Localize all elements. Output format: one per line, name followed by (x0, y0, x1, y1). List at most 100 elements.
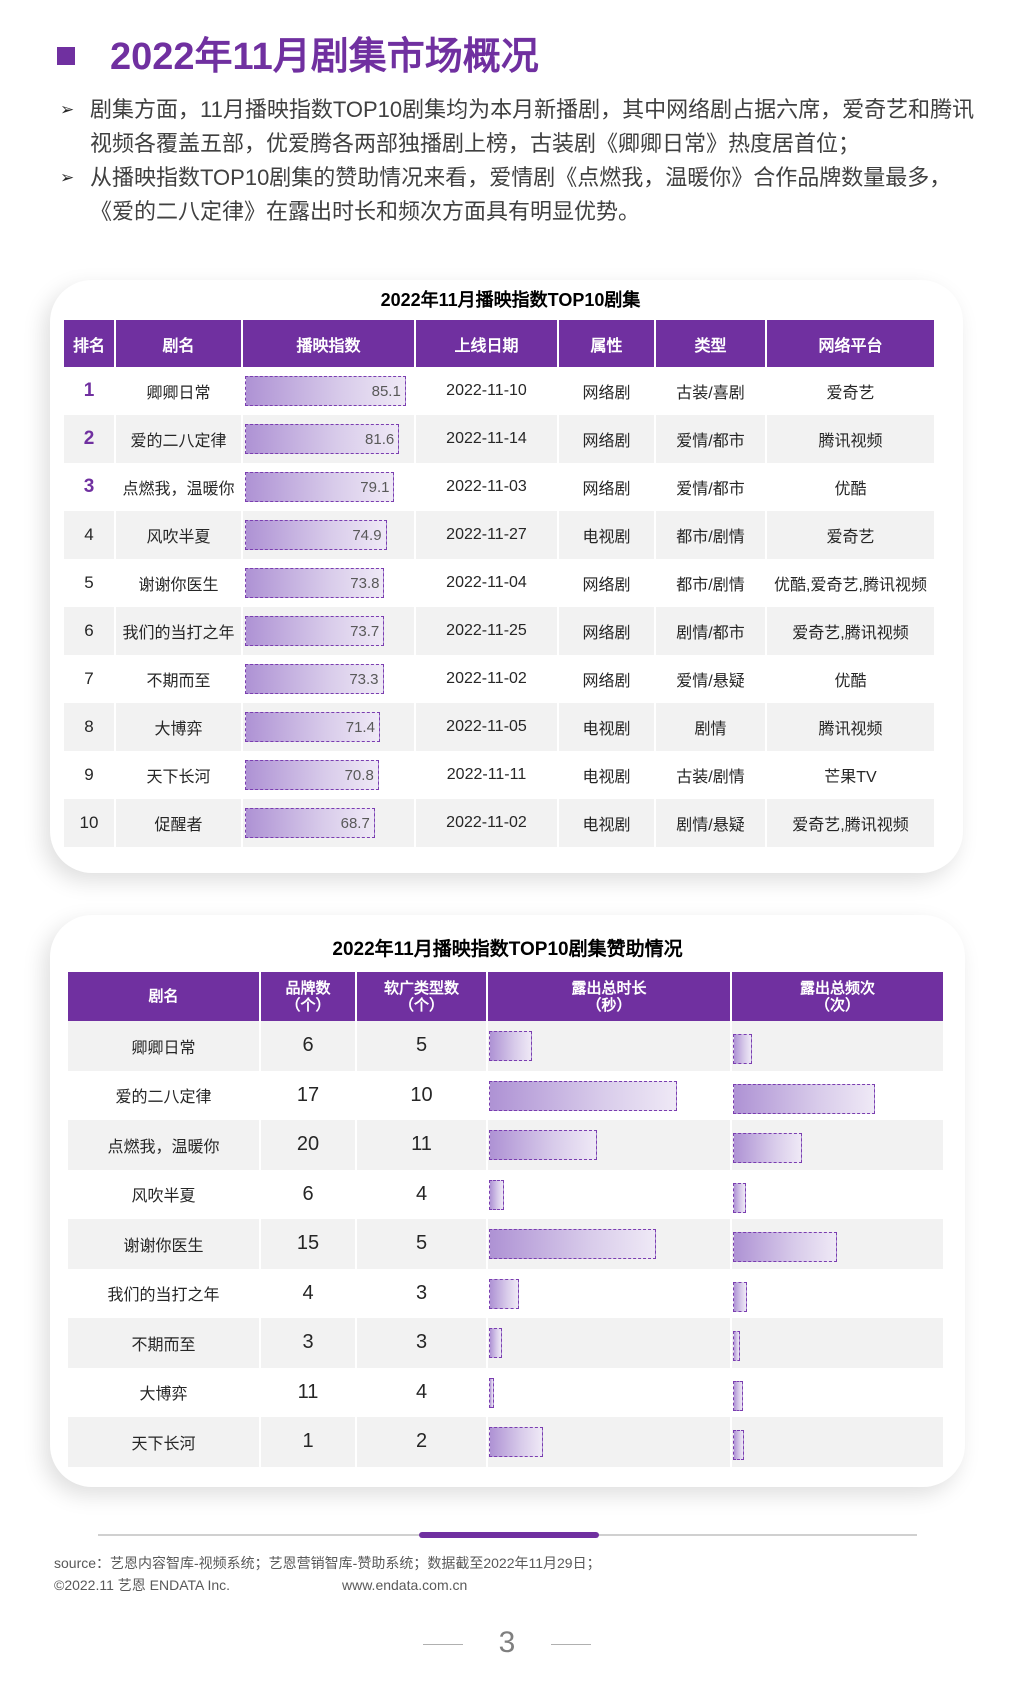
rank-cell: 7 (64, 655, 116, 703)
header-ad-types: 软广类型数 （个） (357, 972, 488, 1021)
table-row: 天下长河 1 2 (68, 1417, 943, 1467)
duration-cell (488, 1417, 732, 1467)
date-cell: 2022-11-14 (416, 415, 559, 463)
header-unit: （个） (285, 996, 331, 1014)
source-note: source：艺恩内容智库-视频系统；艺恩营销智库-赞助系统；数据截至2022年… (54, 1555, 601, 1571)
name-cell: 我们的当打之年 (68, 1268, 261, 1318)
name-cell: 促醒者 (116, 799, 243, 847)
attr-cell: 电视剧 (559, 799, 656, 847)
top10-table: 排名 剧名 播映指数 上线日期 属性 类型 网络平台 1 卿卿日常 85.1 2… (64, 320, 934, 847)
genre-cell: 都市/剧情 (656, 559, 767, 607)
date-cell: 2022-11-04 (416, 559, 559, 607)
header-line: 露出总频次 (799, 979, 875, 997)
index-bar: 74.9 (245, 520, 387, 550)
index-value: 81.6 (365, 430, 395, 448)
attr-cell: 电视剧 (559, 511, 656, 559)
header-line: 露出总时长 (571, 979, 647, 997)
copyright: ©2022.11 艺恩 ENDATA Inc. (54, 1577, 231, 1593)
platform-cell: 爱奇艺 (826, 529, 875, 546)
frequency-cell (732, 1071, 943, 1121)
table-row: 10 促醒者 68.7 2022-11-02 电视剧 剧情/悬疑 爱奇艺,腾讯视… (64, 799, 934, 847)
table-row: 9 天下长河 70.8 2022-11-11 电视剧 古装/剧情 芒果TV (64, 751, 934, 799)
ad-types-cell: 3 (357, 1318, 488, 1368)
table-row: 3 点燃我，温暖你 79.1 2022-11-03 网络剧 爱情/都市 优酷 (64, 463, 934, 511)
rank-cell: 1 (64, 367, 116, 415)
footer-divider-accent (419, 1532, 599, 1538)
name-cell: 天下长河 (68, 1417, 261, 1467)
website-text: www.endata.com.cn (342, 1577, 468, 1593)
duration-bar (489, 1080, 677, 1111)
index-value: 73.7 (350, 622, 380, 640)
index-cell: 79.1 (243, 463, 416, 511)
duration-cell (488, 1268, 732, 1318)
duration-cell (488, 1120, 732, 1170)
ad-types-cell: 11 (357, 1120, 488, 1170)
table-row: 2 爱的二八定律 81.6 2022-11-14 网络剧 爱情/都市 腾讯视频 (64, 415, 934, 463)
table-header: 剧名 品牌数 （个） 软广类型数 （个） 露出总时长 （秒） 露出总频次 （次） (68, 972, 943, 1021)
ad-types-cell: 2 (357, 1417, 488, 1467)
sponsorship-table: 剧名 品牌数 （个） 软广类型数 （个） 露出总时长 （秒） 露出总频次 （次） 卿卿日… (68, 972, 943, 1467)
frequency-cell (732, 1170, 943, 1220)
rank-cell: 2 (64, 415, 116, 463)
genre-cell: 古装/喜剧 (656, 367, 767, 415)
date-cell: 2022-11-25 (416, 607, 559, 655)
table-row: 卿卿日常 6 5 (68, 1021, 943, 1071)
table-row: 1 卿卿日常 85.1 2022-11-10 网络剧 古装/喜剧 爱奇艺 (64, 367, 934, 415)
rank-cell: 9 (64, 751, 116, 799)
index-value: 68.7 (340, 814, 370, 832)
page-number-dash (551, 1644, 591, 1645)
platform-cell: 芒果TV (824, 769, 877, 786)
name-cell: 点燃我，温暖你 (116, 463, 243, 511)
frequency-bar (733, 1083, 875, 1114)
index-bar: 81.6 (245, 424, 400, 454)
brands-cell: 17 (261, 1070, 357, 1120)
header-genre: 类型 (656, 320, 767, 367)
attr-cell: 网络剧 (559, 655, 656, 703)
top10-table-title: 2022年11月播映指数TOP10剧集 (380, 290, 641, 310)
name-cell: 卿卿日常 (68, 1021, 261, 1071)
name-cell: 大博弈 (68, 1367, 261, 1417)
ad-types-cell: 4 (357, 1367, 488, 1417)
header-unit: （次） (814, 996, 860, 1014)
index-bar: 85.1 (245, 376, 406, 406)
index-bar: 68.7 (245, 808, 375, 838)
header-line: 软广类型数 (383, 979, 459, 997)
index-value: 79.1 (360, 478, 390, 496)
duration-cell (488, 1219, 732, 1269)
header-platform: 网络平台 (818, 337, 883, 355)
duration-cell (488, 1318, 732, 1368)
frequency-bar (733, 1281, 747, 1312)
index-bar: 79.1 (245, 472, 395, 502)
table-row: 谢谢你医生 15 5 (68, 1219, 943, 1269)
frequency-cell (732, 1368, 943, 1418)
header-line: 品牌数 (285, 979, 331, 997)
square-bullet-icon (57, 47, 75, 65)
brands-cell: 1 (261, 1417, 357, 1467)
brands-cell: 6 (261, 1169, 357, 1219)
bullet-item: ➢ 剧集方面，11月播映指数TOP10剧集均为本月新播剧，其中网络剧占据六席，爱… (60, 93, 975, 161)
table-row: 不期而至 3 3 (68, 1318, 943, 1368)
date-cell: 2022-11-05 (416, 703, 559, 751)
frequency-bar (733, 1232, 837, 1262)
genre-cell: 爱情/悬疑 (656, 655, 767, 703)
platform-cell: 腾讯视频 (818, 721, 883, 738)
frequency-bar (733, 1380, 743, 1411)
name-cell: 不期而至 (116, 655, 243, 703)
name-cell: 风吹半夏 (68, 1169, 261, 1219)
frequency-cell (732, 1021, 943, 1071)
name-cell: 大博弈 (116, 703, 243, 751)
platform-cell: 优酷 (834, 673, 867, 690)
bullet-item: ➢ 从播映指数TOP10剧集的赞助情况来看，爱情剧《点燃我，温暖你》合作品牌数量… (60, 161, 975, 229)
name-cell: 爱的二八定律 (68, 1070, 261, 1120)
duration-bar (489, 1130, 597, 1160)
table-row: 7 不期而至 73.3 2022-11-02 网络剧 爱情/悬疑 优酷 (64, 655, 934, 703)
index-cell: 68.7 (243, 799, 416, 847)
ad-types-cell: 5 (357, 1021, 488, 1071)
index-value: 73.8 (350, 574, 380, 592)
page-number: 3 (498, 1626, 516, 1659)
platform-cell: 腾讯视频 (818, 433, 883, 450)
duration-bar (489, 1328, 502, 1358)
ad-types-cell: 3 (357, 1268, 488, 1318)
arrow-bullet-icon: ➢ (60, 168, 75, 188)
duration-cell (488, 1070, 732, 1120)
